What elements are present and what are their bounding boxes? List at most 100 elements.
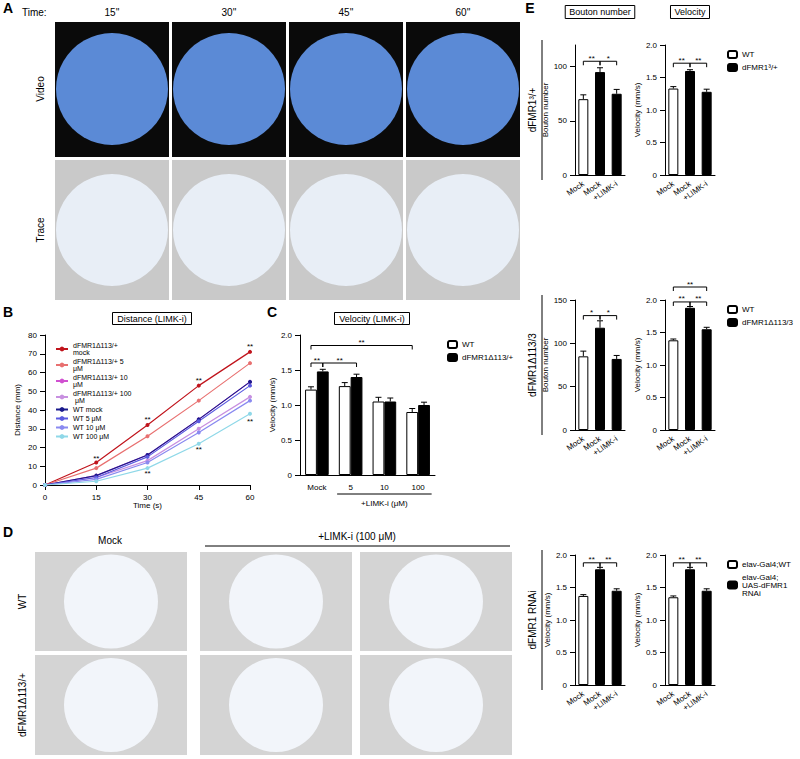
svg-text:dFMR1Δ113/3: dFMR1Δ113/3 <box>527 333 538 397</box>
svg-text:**: ** <box>695 555 701 564</box>
svg-text:60: 60 <box>28 368 37 377</box>
svg-text:50: 50 <box>28 387 37 396</box>
svg-text:+LIMK-i (100 μM): +LIMK-i (100 μM) <box>318 531 396 542</box>
svg-text:**: ** <box>196 445 202 454</box>
svg-text:dFMR1Δ113/+: dFMR1Δ113/+ <box>73 342 120 349</box>
svg-text:**: ** <box>605 555 611 564</box>
svg-text:100: 100 <box>554 339 568 348</box>
svg-text:elav-Gal4;WT: elav-Gal4;WT <box>742 560 791 569</box>
svg-text:**: ** <box>247 417 253 426</box>
svg-text:WT 10 μM: WT 10 μM <box>73 424 105 432</box>
svg-text:dFMR1³/+: dFMR1³/+ <box>527 87 538 132</box>
svg-text:1.5: 1.5 <box>281 366 293 375</box>
svg-text:Bouton number: Bouton number <box>541 82 550 137</box>
svg-text:**: ** <box>589 555 595 564</box>
svg-text:0: 0 <box>288 471 293 480</box>
svg-text:WT mock: WT mock <box>73 406 103 413</box>
svg-text:Mock: Mock <box>307 483 327 492</box>
svg-text:μM: μM <box>73 397 85 405</box>
svg-text:**: ** <box>337 356 343 365</box>
svg-text:dFMR1Δ113/+ 10: dFMR1Δ113/+ 10 <box>73 374 130 381</box>
svg-text:WT: WT <box>742 305 755 314</box>
svg-text:0: 0 <box>33 481 38 490</box>
svg-text:WT: WT <box>17 594 28 610</box>
svg-text:40: 40 <box>28 406 37 415</box>
svg-text:WT: WT <box>742 50 755 59</box>
svg-text:5: 5 <box>348 483 353 492</box>
svg-text:0.5: 0.5 <box>281 436 293 445</box>
svg-text:**: ** <box>695 294 701 303</box>
svg-text:+LIMK-i (μM): +LIMK-i (μM) <box>361 499 408 508</box>
svg-text:Velocity (mm/s): Velocity (mm/s) <box>633 82 642 137</box>
svg-text:**: ** <box>144 469 150 478</box>
svg-text:WT 100 μM: WT 100 μM <box>73 433 109 441</box>
svg-text:**: ** <box>589 54 595 63</box>
svg-text:RNAi: RNAi <box>742 589 761 598</box>
svg-text:0: 0 <box>653 681 658 690</box>
svg-text:**: ** <box>687 280 693 289</box>
svg-text:0: 0 <box>653 171 658 180</box>
svg-text:45'': 45'' <box>339 7 354 18</box>
svg-text:2.0: 2.0 <box>646 41 658 50</box>
svg-text:0.5: 0.5 <box>646 648 658 657</box>
svg-text:100: 100 <box>411 483 425 492</box>
svg-text:30: 30 <box>143 493 152 502</box>
svg-text:*: * <box>590 308 593 317</box>
svg-text:2.0: 2.0 <box>281 331 293 340</box>
svg-text:Trace: Trace <box>35 217 46 243</box>
svg-text:Velocity: Velocity <box>674 7 706 17</box>
svg-text:15: 15 <box>92 493 101 502</box>
svg-text:+LIMK-i: +LIMK-i <box>681 434 709 457</box>
svg-text:+LIMK-i: +LIMK-i <box>681 179 709 202</box>
svg-text:Time:: Time: <box>22 7 47 18</box>
svg-text:**: ** <box>247 342 253 351</box>
svg-text:dFMR1 RNAi: dFMR1 RNAi <box>527 591 538 650</box>
svg-text:1.0: 1.0 <box>646 106 658 115</box>
svg-text:1.5: 1.5 <box>556 583 568 592</box>
svg-text:0.5: 0.5 <box>556 648 568 657</box>
svg-text:Velocity (mm/s): Velocity (mm/s) <box>633 592 642 647</box>
svg-text:dFMR1Δ113/+ 5: dFMR1Δ113/+ 5 <box>73 358 126 365</box>
svg-text:0: 0 <box>43 493 48 502</box>
svg-text:1.5: 1.5 <box>646 583 658 592</box>
svg-text:Distance (mm): Distance (mm) <box>13 384 22 436</box>
svg-text:2.0: 2.0 <box>556 551 568 560</box>
svg-text:**: ** <box>314 356 320 365</box>
svg-text:**: ** <box>144 415 150 424</box>
svg-text:D: D <box>3 524 13 540</box>
svg-text:0: 0 <box>563 681 568 690</box>
svg-text:150: 150 <box>554 296 568 305</box>
svg-text:15'': 15'' <box>105 7 120 18</box>
svg-text:WT: WT <box>462 340 475 349</box>
svg-text:Velocity (mm/s): Velocity (mm/s) <box>543 592 552 647</box>
svg-text:**: ** <box>679 555 685 564</box>
svg-text:dFMR1Δ113/3: dFMR1Δ113/3 <box>742 318 794 327</box>
svg-text:+LIMK-i: +LIMK-i <box>591 179 619 202</box>
svg-text:μM: μM <box>73 365 83 373</box>
svg-text:100: 100 <box>554 62 568 71</box>
svg-text:10: 10 <box>380 483 389 492</box>
svg-text:60'': 60'' <box>456 7 471 18</box>
svg-text:dFMR1Δ113/+: dFMR1Δ113/+ <box>462 353 514 362</box>
svg-text:1.0: 1.0 <box>646 361 658 370</box>
svg-text:**: ** <box>679 56 685 65</box>
svg-text:30'': 30'' <box>222 7 237 18</box>
svg-text:dFMR1Δ113/+: dFMR1Δ113/+ <box>17 673 28 737</box>
svg-text:0: 0 <box>653 426 658 435</box>
svg-text:**: ** <box>196 376 202 385</box>
svg-text:A: A <box>3 0 13 16</box>
svg-text:0.5: 0.5 <box>646 138 658 147</box>
svg-text:dFMR1Δ113/+ 100: dFMR1Δ113/+ 100 <box>73 390 132 397</box>
svg-text:+LIMK-i: +LIMK-i <box>681 689 709 712</box>
svg-text:**: ** <box>358 338 364 347</box>
svg-text:1.0: 1.0 <box>556 616 568 625</box>
svg-text:mock: mock <box>73 349 90 356</box>
svg-text:1.0: 1.0 <box>281 401 293 410</box>
svg-text:60: 60 <box>246 493 255 502</box>
svg-text:1.0: 1.0 <box>646 616 658 625</box>
svg-text:50: 50 <box>558 382 567 391</box>
svg-text:E: E <box>525 0 534 16</box>
svg-text:30: 30 <box>28 424 37 433</box>
svg-text:80: 80 <box>28 331 37 340</box>
svg-text:*: * <box>607 54 610 63</box>
